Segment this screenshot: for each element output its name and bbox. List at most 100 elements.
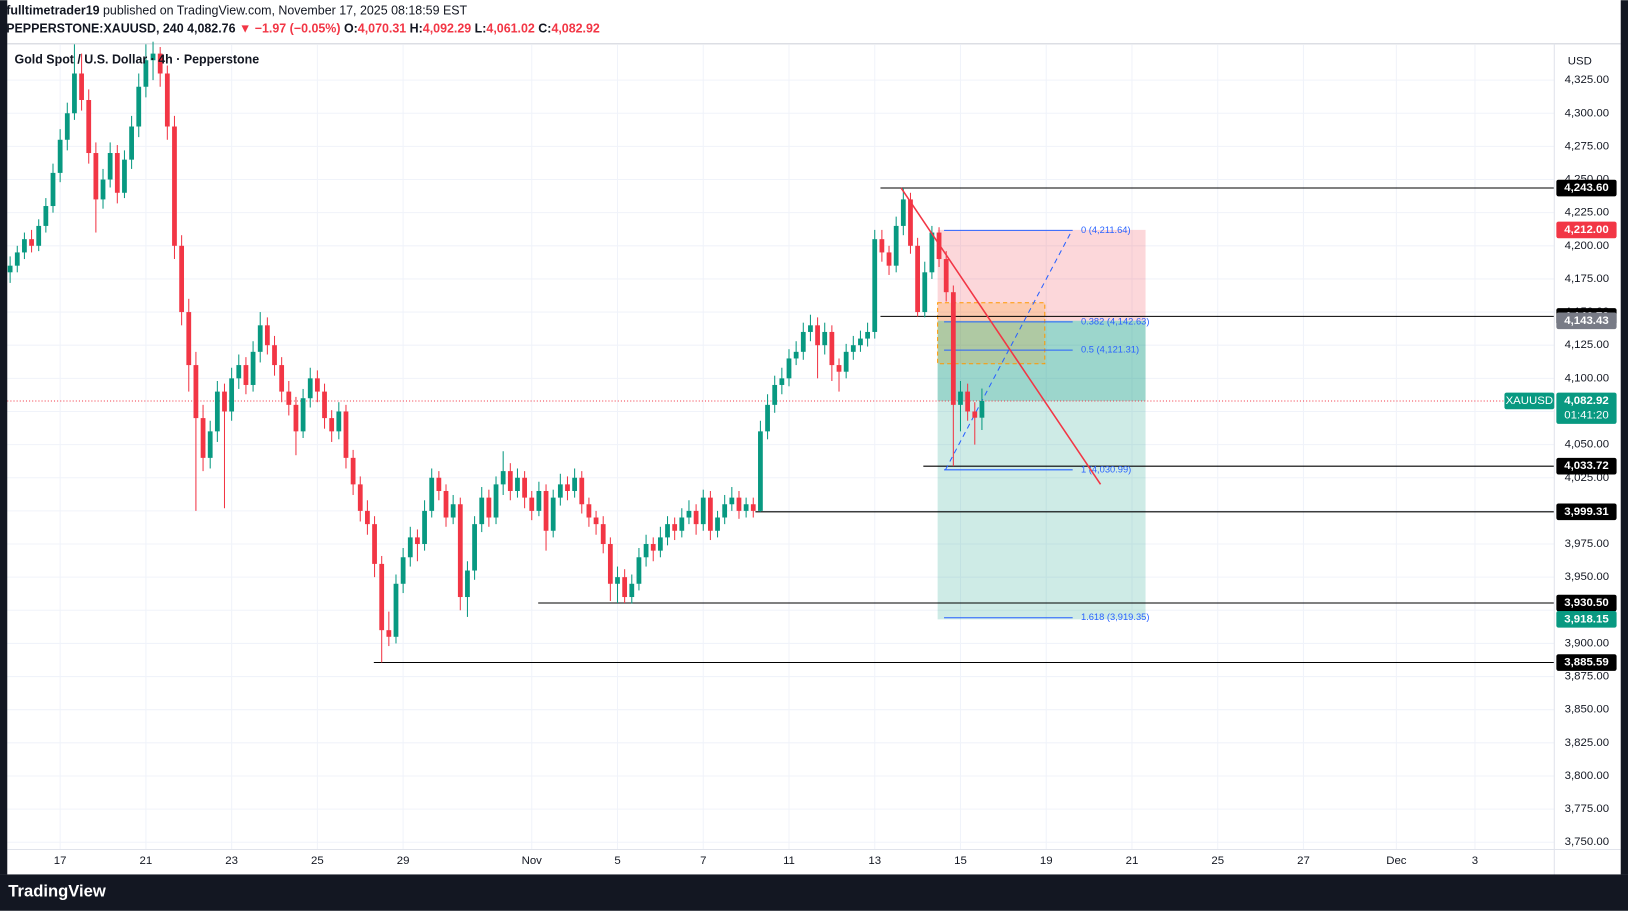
candle-body (672, 524, 678, 531)
candle-body (836, 365, 842, 372)
fib-trend (945, 230, 1073, 471)
candle-body (536, 490, 542, 511)
candle-body (643, 544, 649, 558)
y-tick-label: 3,950.00 (1565, 571, 1609, 583)
candle-body (958, 391, 963, 405)
change: ▼ −1.97 (−0.05%) (239, 22, 341, 36)
candle-body (507, 471, 513, 491)
y-tick-label: 4,125.00 (1565, 339, 1609, 351)
candle-body (293, 404, 299, 432)
x-tick-label: Nov (522, 855, 543, 867)
candle-body (379, 563, 385, 631)
plot: 0 (4,211.64) 0.382 (4,142.63) 0.5 (4,121.3… (7, 41, 1555, 850)
candle-body (750, 504, 756, 511)
candle-body (622, 577, 628, 598)
candle-body (758, 431, 763, 511)
candle-body (122, 159, 127, 193)
footer-logo: TradingView (8, 881, 106, 900)
ohlc-value: 4,082.92 (551, 22, 599, 36)
candle-body (86, 100, 92, 154)
candle-body (600, 524, 606, 545)
candle-body (314, 378, 320, 392)
x-tick-label: Dec (1386, 855, 1407, 867)
candle-body (593, 517, 599, 525)
candle-body (708, 497, 713, 531)
y-tick-label: 3,800.00 (1565, 770, 1609, 782)
y-tick-label: 3,850.00 (1565, 704, 1609, 716)
candle-body (415, 537, 420, 545)
candle-body (858, 338, 863, 346)
candle-body (93, 153, 99, 200)
candle-body (250, 351, 256, 385)
x-tick-label: 13 (868, 855, 881, 867)
candle-body (279, 365, 285, 392)
candle-body (650, 544, 656, 551)
candle-body (936, 232, 942, 260)
candle-body (515, 477, 520, 491)
y-tick-label: 3,750.00 (1565, 836, 1609, 848)
candle-body (436, 477, 442, 491)
candle-body (22, 239, 27, 253)
candle-body (136, 86, 142, 127)
y-tick-label: 4,225.00 (1565, 207, 1609, 219)
x-tick-label: 29 (397, 855, 410, 867)
candle-body (272, 345, 277, 366)
candle-body (900, 199, 906, 226)
footer-bar (0, 874, 1628, 911)
candle-body (407, 537, 413, 558)
candle-body (972, 411, 978, 418)
x-tick-label: 11 (783, 855, 795, 867)
candle-body (879, 239, 885, 253)
candle-body (450, 504, 456, 518)
price-box-label: 4,212.00 (1564, 224, 1608, 236)
candle-body (372, 524, 377, 564)
fib-label: 0.5 (4,121.31) (1081, 345, 1139, 355)
candle-body (865, 331, 870, 339)
price-box-label: 3,930.50 (1564, 597, 1608, 609)
candle-body (686, 510, 692, 518)
candle-body (843, 351, 849, 372)
candle-body (579, 477, 585, 505)
y-tick-label: 3,900.00 (1565, 637, 1609, 649)
candle-body (50, 172, 56, 207)
candle-body (14, 252, 20, 266)
candle-body (572, 477, 578, 491)
ohlc-value: 4,070.31 (358, 22, 406, 36)
candle-body (543, 490, 549, 531)
price-box-label: 4,082.92 (1564, 395, 1608, 407)
candle-body (429, 477, 435, 511)
candle-body (157, 53, 163, 74)
y-tick-label: 3,875.00 (1565, 671, 1609, 683)
candle-body (679, 517, 685, 531)
candle-body (386, 630, 392, 637)
candle-body (829, 331, 835, 366)
x-tick-label: 17 (54, 855, 67, 867)
price-box (1556, 594, 1617, 612)
candle-body (929, 232, 935, 273)
y-tick-label: 4,300.00 (1565, 107, 1609, 119)
candle-body (872, 239, 878, 332)
ohlc-key: L: (471, 22, 486, 36)
candle-body (915, 245, 921, 313)
candle-body (636, 557, 642, 584)
x-tick-label: 23 (225, 855, 238, 867)
candle-body (722, 504, 728, 518)
open-profit-zone (937, 320, 1146, 401)
candle-body (615, 577, 620, 584)
candle-body (243, 365, 249, 385)
candle-body (500, 471, 506, 485)
symbol-box (1504, 392, 1555, 410)
candle-body (222, 391, 227, 412)
candle-body (343, 411, 349, 458)
candle-body (207, 431, 213, 458)
x-tick-label: 15 (954, 855, 967, 867)
x-tick-label: 27 (1297, 855, 1310, 867)
candle-body (629, 583, 635, 598)
x-tick-label: 21 (1126, 855, 1139, 867)
candle-body (793, 351, 799, 359)
candle-body (457, 504, 463, 598)
candle-body (465, 570, 470, 598)
price-box-label: 4,243.60 (1564, 182, 1608, 194)
